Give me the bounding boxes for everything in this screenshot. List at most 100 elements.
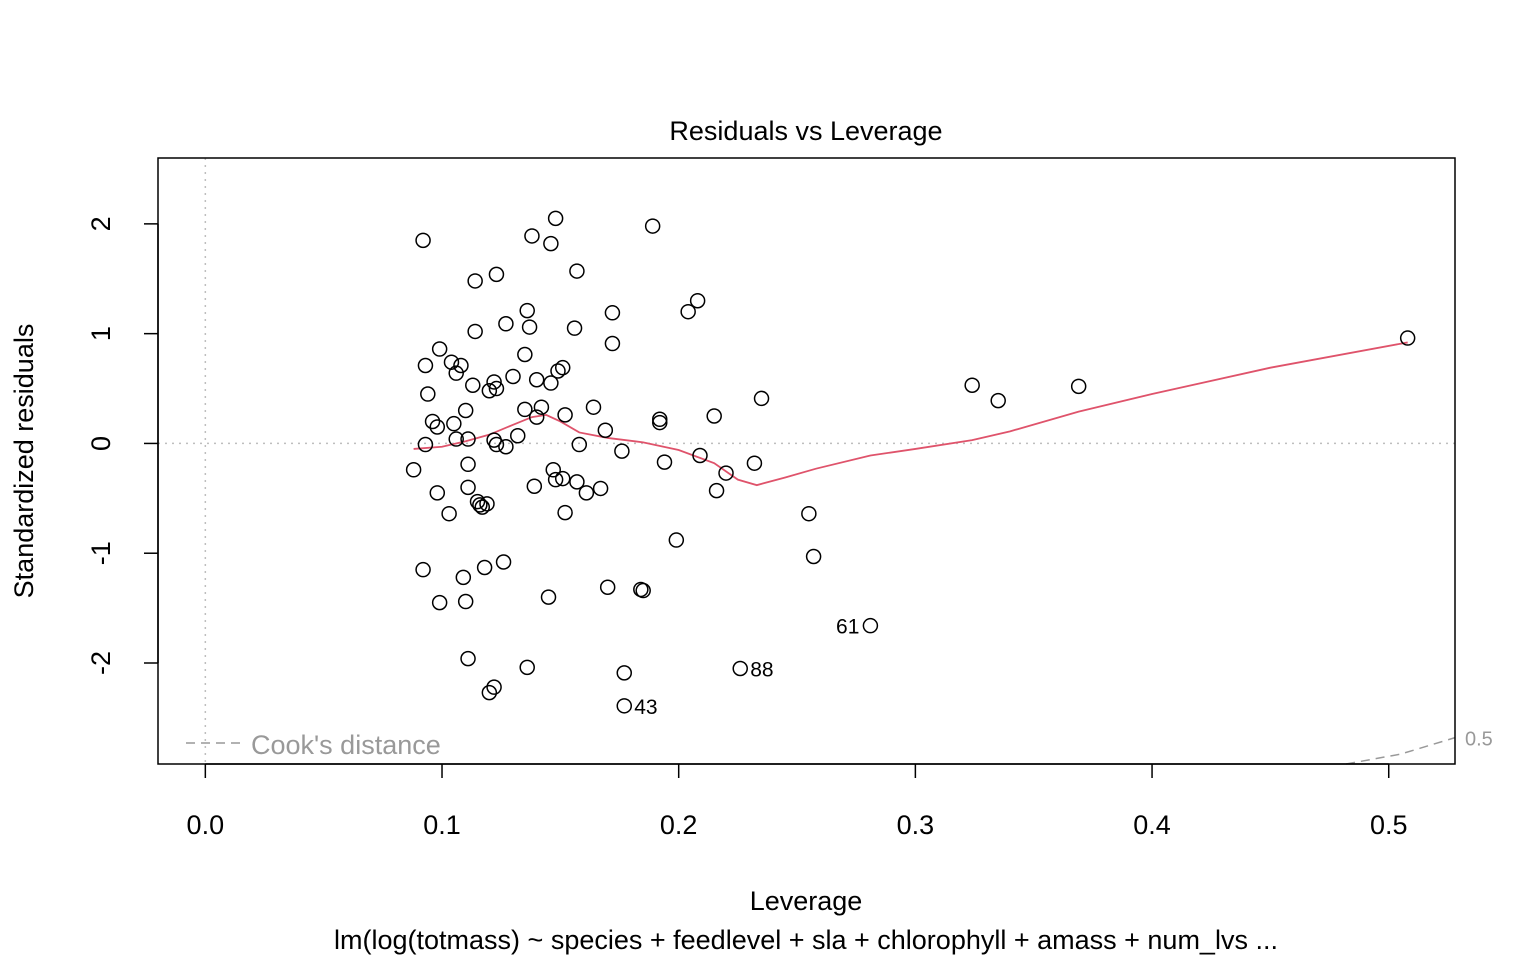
- point-label: 43: [634, 696, 657, 719]
- data-point: [467, 273, 483, 289]
- x-tick-label: 0.0: [187, 810, 225, 840]
- data-point: [528, 409, 545, 425]
- x-tick-label: 0.1: [423, 810, 461, 840]
- data-point: [652, 414, 668, 431]
- data-point: [448, 431, 464, 447]
- data-point: [652, 411, 668, 428]
- smooth-line: [413, 341, 1408, 487]
- data-point: [472, 497, 488, 513]
- data-point: [474, 499, 490, 515]
- legend-cook-label: Cook's distance: [251, 730, 441, 760]
- smooth-line-group: [413, 341, 1408, 487]
- x-axis-label: Leverage: [750, 886, 863, 916]
- data-point: [692, 447, 708, 464]
- data-point: [476, 559, 493, 576]
- data-point: [547, 210, 564, 227]
- data-point: [547, 471, 564, 488]
- data-point: [498, 438, 514, 455]
- data-point: [554, 470, 571, 487]
- data-point: [656, 454, 673, 470]
- data-point: [616, 698, 633, 714]
- data-point: [964, 377, 980, 393]
- data-point: [569, 263, 585, 279]
- data-point: [746, 455, 763, 471]
- data-point: [457, 402, 474, 419]
- y-tick-label: 0: [86, 436, 116, 451]
- data-point: [599, 579, 616, 595]
- data-point: [488, 380, 505, 397]
- point-label: 88: [750, 658, 773, 681]
- data-point: [448, 365, 464, 381]
- data-point: [460, 431, 476, 447]
- data-point: [689, 292, 706, 309]
- y-axis: -2 -1 0 1 2: [86, 216, 159, 675]
- data-point: [668, 532, 685, 548]
- data-point: [680, 303, 696, 320]
- data-point: [460, 456, 476, 473]
- data-point: [990, 392, 1006, 409]
- y-tick-label: -2: [86, 651, 116, 675]
- data-point: [614, 443, 630, 459]
- data-point: [446, 415, 462, 432]
- chart-title: Residuals vs Leverage: [669, 116, 942, 146]
- y-axis-label: Standardized residuals: [9, 324, 39, 599]
- data-point: [479, 496, 495, 512]
- data-point: [805, 548, 822, 565]
- x-tick-label: 0.3: [897, 810, 935, 840]
- data-point: [420, 386, 436, 402]
- data-point: [706, 408, 722, 424]
- data-point: [443, 354, 460, 370]
- data-point: [488, 436, 505, 453]
- data-point: [801, 505, 817, 522]
- data-point: [460, 650, 476, 667]
- cook-contour-label: 0.5: [1465, 729, 1493, 751]
- plot-frame: [157, 157, 1456, 765]
- data-point: [453, 357, 469, 374]
- data-point: [569, 474, 585, 490]
- data-point: [431, 594, 448, 611]
- data-point: [415, 232, 431, 249]
- data-point: [460, 479, 476, 496]
- reference-lines: [158, 158, 1455, 764]
- data-point: [540, 589, 557, 605]
- data-point: [644, 218, 661, 234]
- data-point: [431, 341, 448, 357]
- x-axis: 0.0 0.1 0.2 0.3 0.4 0.5: [187, 763, 1408, 840]
- data-point: [550, 363, 566, 379]
- data-point: [498, 316, 514, 332]
- data-point: [543, 375, 559, 391]
- data-point: [554, 359, 571, 376]
- data-point: [469, 493, 486, 510]
- data-point: [533, 399, 550, 415]
- data-point: [467, 323, 483, 340]
- data-point: [1070, 378, 1087, 395]
- data-point: [616, 665, 633, 681]
- data-point: [557, 407, 573, 423]
- data-point: [604, 335, 621, 352]
- data-point: [481, 382, 498, 399]
- data-points: [405, 210, 1416, 714]
- data-point: [862, 617, 879, 634]
- chart-subtitle: lm(log(totmass) ~ species + feedlevel + …: [334, 925, 1278, 955]
- data-point: [517, 401, 533, 418]
- data-point: [417, 436, 434, 453]
- data-point: [486, 679, 502, 695]
- data-point: [732, 660, 748, 677]
- data-point: [597, 422, 614, 439]
- y-tick-label: 1: [86, 326, 116, 341]
- data-point: [635, 582, 651, 599]
- data-point: [566, 320, 583, 336]
- data-point: [1399, 330, 1416, 346]
- x-tick-label: 0.4: [1133, 810, 1171, 840]
- y-tick-label: -1: [86, 541, 116, 565]
- point-label: 61: [836, 616, 859, 639]
- data-point: [510, 428, 526, 444]
- data-point: [405, 462, 422, 478]
- data-point: [519, 302, 535, 319]
- data-point: [415, 561, 431, 578]
- data-point: [708, 482, 725, 499]
- data-point: [592, 480, 609, 497]
- data-point: [718, 465, 734, 481]
- data-point: [481, 684, 498, 701]
